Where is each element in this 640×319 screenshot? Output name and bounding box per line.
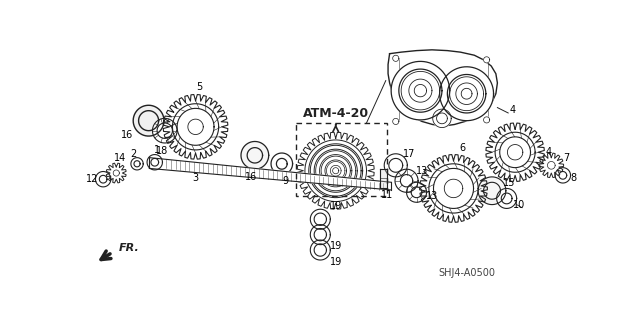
Text: 7: 7 [564,152,570,163]
Polygon shape [395,169,418,192]
Polygon shape [508,145,523,160]
Polygon shape [384,154,407,177]
Polygon shape [188,119,204,135]
Text: ATM-4-20: ATM-4-20 [303,107,369,120]
Text: 19: 19 [330,256,342,267]
Polygon shape [326,161,345,180]
Text: 3: 3 [193,174,198,183]
Polygon shape [310,225,330,245]
Polygon shape [495,132,535,172]
Polygon shape [333,168,339,174]
Text: 13: 13 [416,167,428,176]
Polygon shape [310,240,330,260]
Polygon shape [316,151,356,191]
Text: 14: 14 [114,152,126,163]
Text: 6: 6 [460,143,466,152]
Text: SHJ4-A0500: SHJ4-A0500 [438,268,495,278]
Polygon shape [133,105,164,136]
Polygon shape [497,189,516,208]
Polygon shape [429,164,478,213]
Polygon shape [401,71,440,110]
Polygon shape [414,85,427,97]
Polygon shape [95,172,111,187]
Polygon shape [297,132,374,209]
Text: 15: 15 [503,178,515,188]
Text: FR.: FR. [118,243,140,253]
Text: 17: 17 [403,149,416,159]
Polygon shape [440,67,493,121]
Polygon shape [241,141,269,169]
Text: 4: 4 [509,105,516,115]
Text: 8: 8 [571,173,577,183]
Text: 16: 16 [245,172,257,182]
Polygon shape [433,109,451,128]
Polygon shape [555,168,570,183]
Text: 2: 2 [130,149,136,159]
Polygon shape [420,155,488,222]
Text: 16: 16 [121,130,133,139]
Text: 10: 10 [513,200,525,210]
Polygon shape [131,158,143,170]
Polygon shape [391,61,450,120]
Text: 1: 1 [154,145,160,155]
Text: 11: 11 [381,190,394,200]
Polygon shape [388,50,497,126]
Polygon shape [450,77,484,111]
Polygon shape [133,105,164,136]
Polygon shape [484,57,490,63]
Polygon shape [486,123,544,182]
Polygon shape [241,141,269,169]
Polygon shape [310,209,330,229]
Polygon shape [380,169,387,188]
Polygon shape [271,153,292,174]
Text: 5: 5 [196,82,202,92]
Polygon shape [539,153,564,178]
Polygon shape [152,118,177,143]
Polygon shape [163,94,228,159]
Polygon shape [321,156,350,185]
Polygon shape [310,145,361,196]
Polygon shape [461,88,472,99]
Polygon shape [305,140,367,202]
Text: 19: 19 [330,201,342,211]
Polygon shape [478,177,506,204]
Polygon shape [478,177,506,204]
Text: 19: 19 [330,241,342,251]
Polygon shape [393,118,399,124]
Text: 9: 9 [283,176,289,186]
Polygon shape [484,117,490,123]
Polygon shape [149,158,391,190]
Text: 12: 12 [86,174,99,184]
Polygon shape [547,161,555,169]
Polygon shape [113,170,119,176]
Polygon shape [172,104,219,150]
Polygon shape [106,163,126,183]
Polygon shape [393,55,399,61]
Text: 18: 18 [156,146,168,156]
Polygon shape [444,179,463,198]
Text: 4: 4 [546,147,552,157]
Polygon shape [147,154,163,170]
Polygon shape [406,182,427,202]
Text: 13: 13 [426,191,438,201]
